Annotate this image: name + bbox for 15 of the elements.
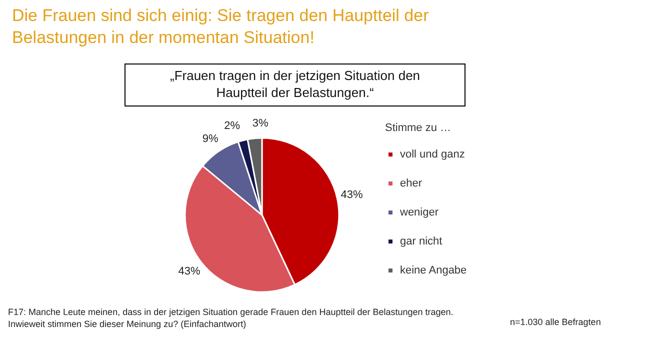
data-label: 43% bbox=[178, 265, 201, 278]
data-label: 43% bbox=[340, 188, 364, 201]
legend-title: Stimme zu … bbox=[385, 122, 452, 134]
data-label: 2% bbox=[224, 120, 240, 132]
legend-label: weniger bbox=[399, 206, 439, 218]
legend-label: keine Angabe bbox=[400, 264, 467, 276]
text: n=1.030 alle Befragten bbox=[510, 317, 601, 327]
legend-label: voll und ganz bbox=[400, 148, 465, 160]
legend-label: gar nicht bbox=[400, 236, 442, 248]
data-label: 3% bbox=[252, 117, 269, 130]
chart-title: Die Frauen sind sich einig: Sie tragen den Hauptteil der Belastungen in der momentan Situation! bbox=[12, 6, 430, 47]
chart-subtitle: „Frauen tragen in der jetzigen Situation den Hauptteil der Belastungen.“ bbox=[170, 68, 420, 100]
legend-label: eher bbox=[400, 178, 422, 190]
data-label: 9% bbox=[202, 132, 218, 145]
text: F17: Manche Leute meinen, dass in der jetzigen Situation gerade Frauen den Hauptteil der Belastungen tragen. Inwieweit stimmen Sie dieser Meinung zu? (Einfachantwort) bbox=[8, 307, 454, 329]
